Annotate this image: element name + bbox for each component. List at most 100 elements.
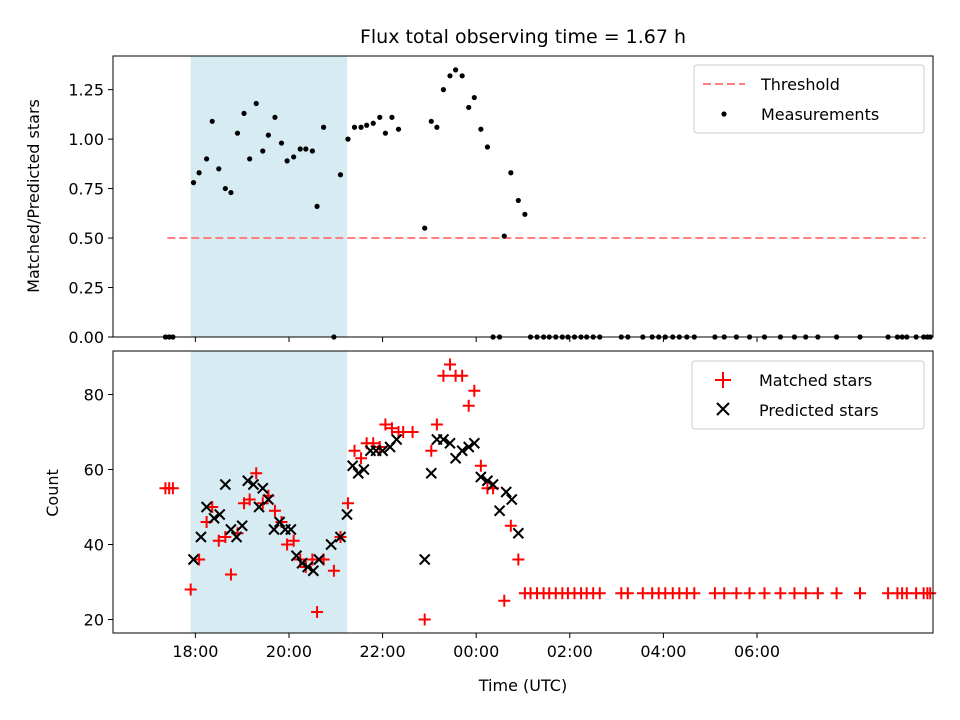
predicted-star-point [475, 471, 487, 483]
predicted-star-point [352, 467, 364, 479]
matched-star-point [250, 467, 263, 480]
matched-star-point [425, 444, 438, 457]
predicted-star-point [296, 557, 308, 569]
y-tick-label: 60 [84, 461, 104, 480]
predicted-star-point [376, 445, 389, 457]
measurement-point [466, 104, 472, 111]
measurement-point [209, 118, 215, 124]
matched-star-point [437, 369, 450, 382]
predicted-star-point [301, 561, 314, 573]
top-x-axis [194, 337, 758, 342]
predicted-star-point [208, 512, 220, 524]
top-y-axis: 0.00 0.25 0.50 0.75 1.00 1.25 [68, 81, 113, 347]
predicted-star-point [493, 505, 506, 517]
matched-star-point [462, 399, 475, 412]
y-tick-label: 20 [84, 611, 104, 630]
legend-measurements-swatch [721, 111, 727, 117]
measurement-point [321, 124, 327, 130]
measurement-point [395, 126, 402, 132]
legend-predicted-swatch [716, 402, 730, 416]
measurement-point [459, 73, 465, 79]
matched-star-point [718, 587, 731, 600]
matched-star-point [184, 583, 197, 596]
measurement-point [253, 100, 259, 107]
predicted-star-point [285, 523, 297, 536]
predicted-star-point [358, 463, 370, 476]
matched-star-point [853, 587, 866, 600]
top-legend-box [693, 64, 925, 134]
bottom-plot-frame [112, 350, 934, 634]
legend-matched-swatch [715, 372, 731, 388]
x-tick-label: 04:00 [640, 642, 686, 661]
predicted-star-point [257, 482, 269, 494]
predicted-star-point [334, 531, 347, 543]
predicted-star-point [268, 523, 280, 536]
x-axis-label: Time (UTC) [478, 676, 567, 695]
measurement-point [196, 170, 202, 176]
measurement-point [428, 118, 434, 124]
predicted-star-point [253, 501, 265, 513]
x-tick-label: 06:00 [734, 642, 780, 661]
matched-star-point [811, 587, 824, 600]
measurement-point [303, 146, 309, 152]
measurement-point [297, 146, 303, 152]
x-tick-label: 00:00 [453, 642, 499, 661]
measurement-point [272, 114, 278, 120]
matched-star-point [512, 553, 525, 566]
legend-threshold-label: Threshold [760, 75, 840, 94]
y-tick-label: 0.50 [68, 229, 104, 248]
top-y-axis-label: Matched/Predicted stars [24, 99, 43, 293]
predicted-star-point [419, 553, 431, 566]
predicted-star-point [230, 531, 243, 543]
measurement-point [234, 130, 241, 136]
measurement-point [216, 166, 222, 172]
matched-star-point [924, 587, 937, 600]
legend-measurements-label: Measurements [761, 105, 879, 124]
predicted-star-point [214, 508, 226, 521]
y-tick-label: 0.00 [68, 328, 104, 347]
predicted-star-point [487, 478, 499, 491]
measurement-point [440, 87, 447, 93]
predicted-star-point [437, 433, 450, 446]
legend-predicted-label: Predicted stars [759, 401, 879, 420]
matched-star-point [281, 538, 294, 551]
measurement-point [484, 144, 491, 150]
measurement-point [241, 110, 247, 116]
bottom-legend: Matched stars Predicted stars [691, 360, 925, 430]
predicted-star-point [325, 538, 337, 551]
predicted-star-point [219, 478, 232, 491]
matched-star-point [212, 534, 225, 547]
top-plot-frame [112, 55, 934, 338]
y-tick-label: 40 [84, 536, 104, 555]
matched-star-point [243, 493, 256, 506]
matched-star-point [219, 531, 232, 543]
bottom-y-axis-label: Count [43, 469, 62, 517]
predicted-star-point [463, 441, 475, 453]
matched-star-point [743, 587, 756, 600]
measurement-point [478, 126, 484, 132]
predicted-star-point [425, 467, 437, 479]
measurement-point [284, 158, 290, 164]
predicted-star-point [468, 437, 481, 449]
measurement-point [508, 170, 514, 176]
predicted-star-point [225, 523, 237, 536]
ratio-panel: Flux total observing time = 1.67 h Match… [24, 26, 934, 347]
measurement-point [309, 148, 315, 154]
observing-window [190, 56, 348, 337]
matched-star-point [504, 519, 517, 532]
chart-title: Flux total observing time = 1.67 h [360, 26, 686, 48]
bottom-legend-box [691, 360, 925, 430]
measurement-point [501, 233, 507, 239]
matched-star-point [474, 459, 487, 472]
matched-star-point [418, 613, 431, 626]
x-tick-label: 02:00 [547, 642, 593, 661]
measurement-point [337, 172, 344, 178]
matched-star-point [443, 358, 456, 371]
measurement-point [222, 185, 228, 192]
predicted-star-point [200, 501, 213, 513]
measurement-point [358, 124, 364, 130]
matched-star-point [406, 426, 419, 438]
predicted-star-point [290, 550, 303, 562]
matched-star-point [287, 534, 300, 547]
measurement-point [471, 94, 477, 101]
